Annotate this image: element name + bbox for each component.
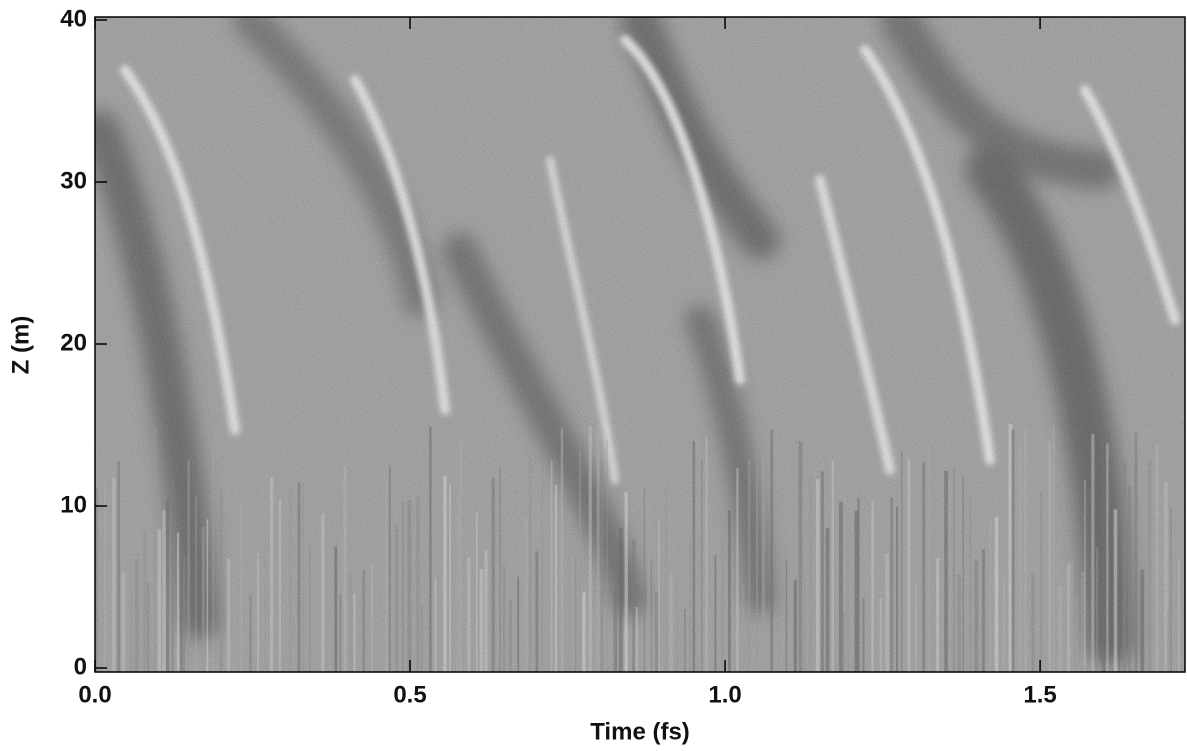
y-tick-label: 30 xyxy=(60,167,87,194)
x-tick-label: 1.5 xyxy=(1023,681,1056,708)
x-tick-label: 0.0 xyxy=(78,681,111,708)
x-axis-title: Time (fs) xyxy=(590,718,690,745)
y-tick-label: 20 xyxy=(60,329,87,356)
axes: 0.0 0.5 1.0 1.5 0 10 20 30 40 xyxy=(60,5,1056,708)
y-axis-title: Z (m) xyxy=(7,316,34,375)
y-tick-label: 0 xyxy=(74,653,87,680)
y-tick-label: 40 xyxy=(60,5,87,32)
x-tick-label: 0.5 xyxy=(393,681,426,708)
y-tick-label: 10 xyxy=(60,491,87,518)
image xyxy=(95,17,1185,672)
x-tick-label: 1.0 xyxy=(708,681,741,708)
image-noise xyxy=(95,17,1185,672)
